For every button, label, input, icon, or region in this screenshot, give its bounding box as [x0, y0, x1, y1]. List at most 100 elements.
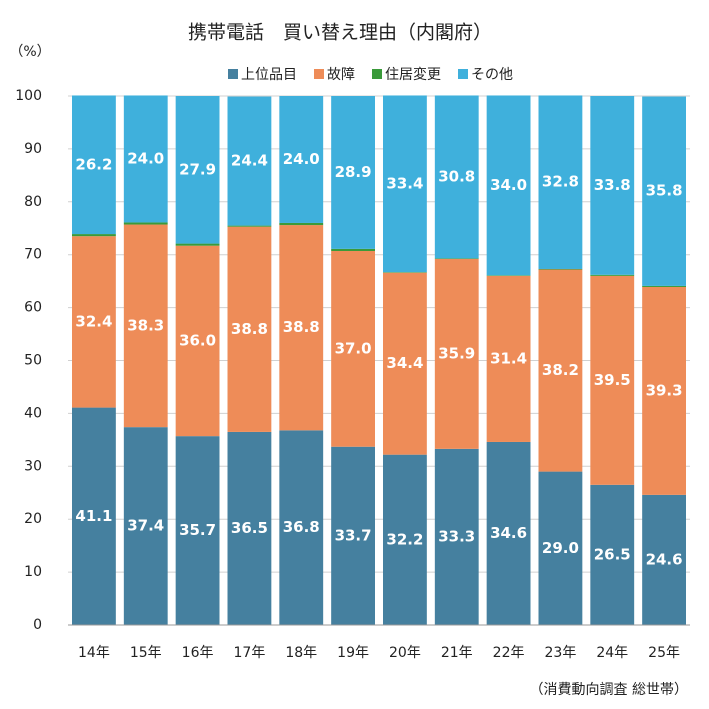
bar-segment: [72, 407, 116, 625]
bar-segment: [227, 96, 272, 226]
bar-segment: [72, 234, 116, 237]
data-label: 26.2: [75, 155, 112, 173]
legend-swatch: [458, 69, 468, 79]
bar-segment: [123, 224, 168, 428]
data-label: 29.0: [542, 539, 579, 557]
x-tick-label: 14年: [78, 645, 110, 661]
bar-segment: [590, 274, 635, 276]
data-label: 32.8: [542, 173, 579, 191]
bar-segment: [279, 225, 324, 431]
y-tick-label: 80: [24, 194, 42, 210]
data-label: 38.8: [283, 318, 320, 336]
data-label: 37.0: [335, 339, 372, 357]
legend-swatch: [314, 69, 324, 79]
y-tick-label: 60: [24, 300, 42, 316]
y-tick-label: 70: [24, 247, 42, 263]
data-label: 33.8: [594, 176, 631, 194]
bar-segment: [642, 285, 686, 287]
data-label: 32.4: [75, 312, 112, 330]
data-label: 24.0: [283, 150, 320, 168]
legend-label: 故障: [327, 67, 355, 83]
bar-segment: [383, 272, 427, 273]
data-label: 35.7: [179, 521, 216, 539]
bar-segment: [434, 258, 479, 259]
bar-segment: [123, 95, 168, 223]
data-label: 33.4: [386, 174, 423, 192]
x-tick-label: 16年: [182, 645, 214, 661]
bar-segment: [175, 245, 220, 437]
bar-segment: [331, 250, 375, 447]
data-label: 33.3: [438, 527, 475, 545]
bar-segment: [72, 95, 116, 235]
x-tick-label: 20年: [389, 645, 421, 661]
data-label: 24.4: [231, 152, 268, 170]
bar-segment: [227, 431, 272, 625]
legend-swatch: [228, 69, 238, 79]
data-label: 41.1: [75, 507, 112, 525]
data-label: 36.5: [231, 519, 268, 537]
bar-segment: [383, 454, 427, 625]
bar-segment: [331, 96, 375, 249]
y-tick-label: 10: [24, 564, 42, 580]
bar-segment: [590, 484, 635, 625]
data-label: 34.0: [490, 176, 527, 194]
data-label: 39.5: [594, 371, 631, 389]
legend-swatch: [372, 69, 382, 79]
bar-segment: [434, 448, 479, 625]
y-tick-label: 90: [24, 141, 42, 157]
data-label: 37.4: [127, 517, 164, 535]
bar-segment: [227, 226, 272, 432]
bar-segment: [590, 96, 635, 275]
bar-segment: [538, 471, 583, 625]
data-label: 34.4: [386, 354, 423, 372]
y-tick-label: 50: [24, 353, 42, 369]
x-tick-label: 15年: [130, 645, 162, 661]
bar-segment: [538, 95, 583, 269]
bar-segment: [279, 430, 324, 625]
bar-segment: [227, 225, 272, 227]
x-tick-label: 25年: [648, 645, 680, 661]
y-tick-label: 0: [33, 617, 42, 633]
bar-segment: [383, 272, 427, 455]
data-label: 30.8: [438, 167, 475, 185]
bar-segment: [279, 96, 324, 223]
x-tick-label: 23年: [545, 645, 577, 661]
data-label: 38.3: [127, 316, 164, 334]
source: （消費動向調査 総世帯）: [530, 682, 688, 698]
bar-segment: [383, 95, 427, 273]
data-label: 35.9: [438, 344, 475, 362]
x-tick-label: 22年: [493, 645, 525, 661]
data-label: 26.5: [594, 545, 631, 563]
data-label: 24.6: [646, 550, 683, 568]
bar-segment: [123, 427, 168, 625]
data-label: 27.9: [179, 160, 216, 178]
legend-label: 上位品目: [241, 67, 297, 83]
y-tick-label: 100: [15, 88, 42, 104]
data-label: 34.6: [490, 524, 527, 542]
bar-segment: [642, 286, 686, 495]
data-label: 38.2: [542, 361, 579, 379]
bar-segment: [642, 96, 686, 286]
chart-title: 携帯電話 買い替え理由（内閣府）: [188, 22, 492, 44]
bar-segment: [590, 275, 635, 485]
data-label: 32.2: [386, 530, 423, 548]
x-tick-label: 18年: [285, 645, 317, 661]
x-tick-label: 17年: [234, 645, 266, 661]
bar-segment: [175, 243, 220, 246]
bar-segment: [486, 441, 531, 625]
bar-segment: [642, 494, 686, 625]
y-tick-label: 20: [24, 511, 42, 527]
x-tick-label: 24年: [596, 645, 628, 661]
y-unit: （%）: [9, 44, 50, 60]
bar-segment: [486, 275, 531, 276]
bar-segment: [175, 96, 220, 244]
legend-label: その他: [471, 67, 513, 83]
data-label: 39.3: [646, 381, 683, 399]
bar-segment: [434, 95, 479, 259]
y-tick-label: 40: [24, 405, 42, 421]
data-label: 28.9: [335, 163, 372, 181]
x-tick-label: 19年: [337, 645, 369, 661]
bar-segment: [123, 222, 168, 225]
bar-segment: [72, 236, 116, 408]
